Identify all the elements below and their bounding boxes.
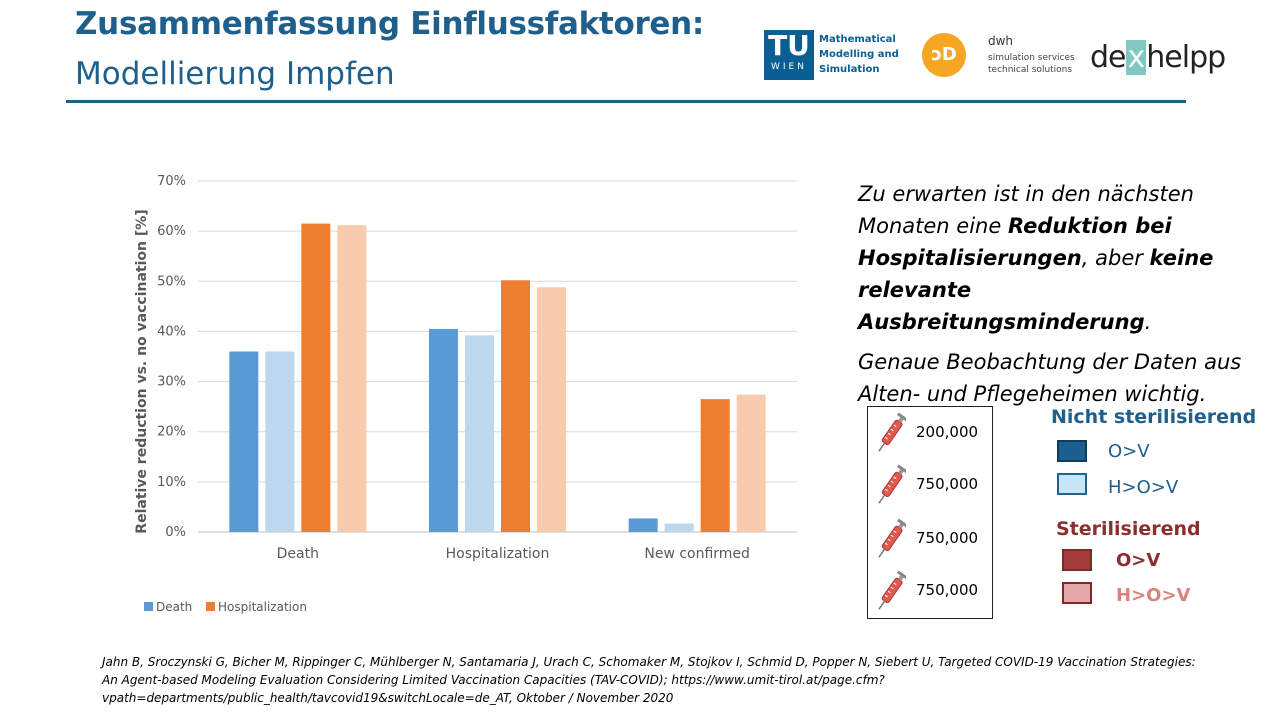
legend-swatch-steril-hov bbox=[1062, 582, 1092, 604]
dose-row: 750,000 bbox=[868, 461, 994, 513]
y-tick-label: 30% bbox=[157, 375, 186, 390]
bar-chart: 0% 10% 20% 30% 40% 50% 60% 70% Relative reductio… bbox=[134, 174, 797, 614]
bar bbox=[736, 394, 766, 532]
note-bold-no-spread: keine relevante Ausbreitungsminderung bbox=[858, 246, 1214, 334]
bar bbox=[301, 223, 331, 532]
dexhelpp-logo-x: x bbox=[1125, 40, 1147, 75]
legend-label: Death bbox=[156, 600, 192, 614]
bar bbox=[664, 523, 694, 532]
y-tick-label: 70% bbox=[157, 174, 186, 189]
syringe-icon bbox=[878, 518, 906, 558]
y-tick-label: 0% bbox=[165, 525, 186, 540]
dexhelpp-logo: dexhelpp bbox=[1090, 40, 1226, 75]
tu-logo-text-line: Modelling and bbox=[819, 49, 899, 60]
syringe-icon bbox=[878, 464, 906, 504]
dwh-logo-subtitle: simulation services technical solutions bbox=[988, 52, 1078, 76]
x-tick-label: Hospitalization bbox=[446, 546, 550, 562]
dwh-logo-subtitle-line: simulation services bbox=[988, 53, 1075, 63]
y-tick-label: 60% bbox=[157, 224, 186, 239]
bar bbox=[700, 399, 730, 532]
dwh-logo-subtitle-line: technical solutions bbox=[988, 65, 1073, 75]
legend-label-steril-ov: O>V bbox=[1116, 550, 1161, 571]
steril-legend-title: Sterilisierend bbox=[1056, 518, 1201, 540]
title-divider bbox=[66, 100, 1186, 103]
citation: Jahn B, Sroczynski G, Bicher M, Rippinge… bbox=[102, 655, 1196, 705]
legend-swatch-nonsteril-hov bbox=[1057, 473, 1087, 495]
bar bbox=[229, 351, 259, 532]
bar bbox=[265, 351, 295, 532]
y-tick-label: 10% bbox=[157, 475, 186, 490]
note-text: , aber bbox=[1081, 246, 1150, 270]
bar bbox=[429, 328, 458, 532]
y-tick-label: 50% bbox=[157, 274, 186, 289]
dose-count: 750,000 bbox=[916, 581, 979, 599]
x-tick-label: New confirmed bbox=[644, 546, 750, 562]
bar bbox=[337, 225, 367, 532]
nonsteril-legend-title: Nicht sterilisierend bbox=[1051, 406, 1257, 428]
bar bbox=[501, 280, 530, 532]
summary-note-paragraph-2: Genaue Beobachtung der Daten aus Alten- … bbox=[858, 350, 1242, 406]
tu-logo-letters: TU bbox=[768, 29, 810, 62]
legend-label-nonsteril-hov: H>O>V bbox=[1108, 477, 1179, 498]
note-bold-reduction: Reduktion bei Hospitalisierungen bbox=[858, 214, 1172, 270]
vaccine-doses-box: 200,000 750,000 750,000 750,000 bbox=[867, 406, 993, 619]
page-subtitle: Modellierung Impfen bbox=[75, 56, 395, 92]
note-text: Zu erwarten ist in den nächsten Monaten … bbox=[858, 182, 1194, 238]
page-title: Zusammenfassung Einflussfaktoren: bbox=[75, 6, 705, 42]
y-tick-label: 20% bbox=[157, 425, 186, 440]
note-text: . bbox=[1144, 310, 1152, 334]
dexhelpp-logo-right: helpp bbox=[1146, 40, 1226, 75]
y-axis-label: Relative reduction vs. no vaccination [%… bbox=[134, 209, 150, 533]
dose-count: 200,000 bbox=[916, 423, 979, 441]
dwh-logo-icon: ↄD bbox=[922, 33, 966, 77]
dose-row: 750,000 bbox=[868, 515, 994, 567]
dose-row: 200,000 bbox=[868, 409, 994, 461]
dose-count: 750,000 bbox=[916, 529, 979, 547]
legend-swatch-nonsteril-ov bbox=[1057, 440, 1087, 462]
tu-logo-wien: WIEN bbox=[771, 62, 807, 72]
tu-wien-logo: TU WIEN bbox=[764, 30, 814, 80]
syringe-icon bbox=[878, 570, 906, 610]
legend-swatch bbox=[144, 602, 153, 611]
bar bbox=[628, 518, 658, 532]
bar bbox=[465, 335, 494, 532]
y-tick-label: 40% bbox=[157, 324, 186, 339]
tu-logo-text: Mathematical Modelling and Simulation bbox=[819, 32, 909, 77]
summary-note-paragraph-1: Zu erwarten ist in den nächsten Monaten … bbox=[858, 178, 1268, 338]
x-tick-label: Death bbox=[277, 546, 319, 562]
legend-swatch-steril-ov bbox=[1062, 549, 1092, 571]
legend-label-steril-hov: H>O>V bbox=[1116, 585, 1191, 606]
summary-note: Zu erwarten ist in den nächsten Monaten … bbox=[858, 178, 1268, 410]
dexhelpp-logo-left: de bbox=[1090, 40, 1126, 75]
syringe-icon bbox=[878, 412, 906, 452]
tu-logo-text-line: Simulation bbox=[819, 64, 880, 75]
dose-row: 750,000 bbox=[868, 567, 994, 619]
dwh-logo-name: dwh bbox=[988, 34, 1014, 48]
legend-label-nonsteril-ov: O>V bbox=[1108, 441, 1150, 462]
dose-count: 750,000 bbox=[916, 475, 979, 493]
tu-logo-text-line: Mathematical bbox=[819, 34, 896, 45]
legend-label: Hospitalization bbox=[218, 600, 307, 614]
bar bbox=[537, 287, 566, 532]
legend-swatch bbox=[206, 602, 215, 611]
